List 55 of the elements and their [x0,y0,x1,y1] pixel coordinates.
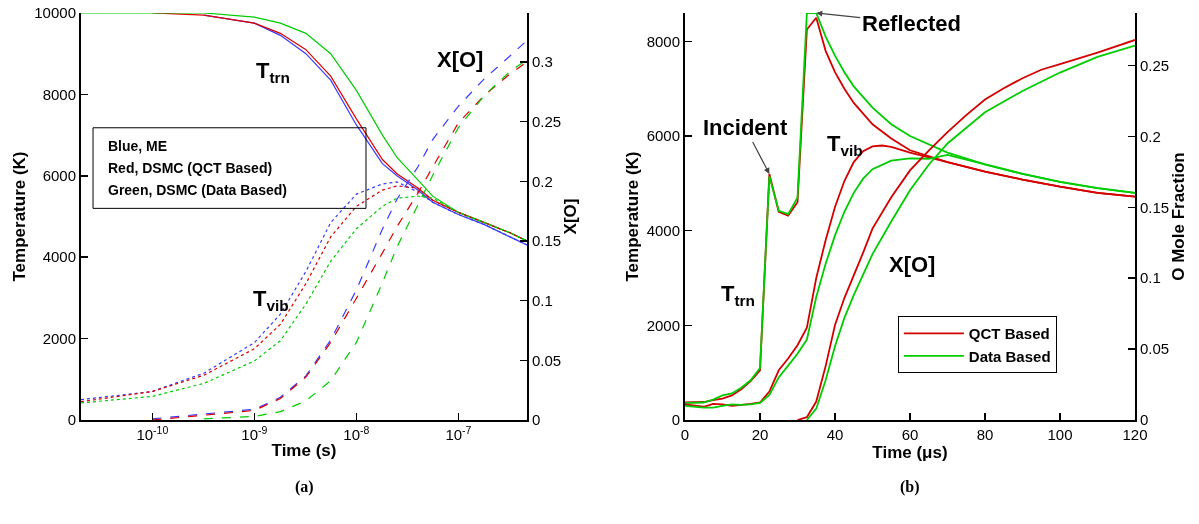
y2-tick-label: 0.2 [1140,127,1161,145]
y2-tick-label: 0.1 [532,291,553,309]
y-tick-label: 0 [67,411,76,429]
y-tick-label: 6000 [646,127,680,145]
y2-tick-label: 0.2 [532,172,553,190]
x-axis-title: Time (s) [271,440,337,460]
x-tick-label: 10$^{-7}$ [445,423,472,443]
x-axis-title: Time (μs) [872,443,948,462]
annotation: Red, DSMC (QCT Based) [108,160,273,176]
y2-tick-label: 0.25 [532,112,562,130]
y-tick-label: 4000 [42,248,76,266]
y-axis-title: Temperature (K) [10,151,30,282]
x-tick-label: 10$^{-9}$ [241,423,268,443]
annotation: Blue, ME [108,138,168,154]
y-tick-label: 6000 [42,167,76,185]
y-tick-label: 10000 [34,4,76,22]
annotation: T$_{trn}$ [256,58,290,86]
y2-tick-label: 0.3 [532,53,553,71]
y2-axis-title: O Mole Fraction [1169,152,1189,281]
annotation: X[O] [437,47,484,72]
text: (b) [900,478,920,496]
x-tick-label: 80 [976,426,994,443]
annotation: Green, DSMC (Data Based) [108,182,287,198]
y2-tick-label: 0.15 [532,232,562,250]
x-tick-label: 10$^{-10}$ [136,423,169,443]
annotation: Reflected [862,11,962,36]
annotation: X[O] [889,252,936,277]
y2-tick-label: 0.15 [1140,198,1170,216]
text: (a) [295,478,314,496]
y-tick-label: 2000 [42,329,76,347]
legend-label: Data Based [968,347,1051,365]
y2-tick-label: 0.05 [532,351,562,369]
x-tick-label: 120 [1122,426,1148,443]
x-tick-label: 60 [901,426,919,443]
y-tick-label: 8000 [42,85,76,103]
annotation: T$_{trn}$ [721,281,755,309]
y2-tick-label: 0 [532,411,541,429]
x-tick-label: 100 [1047,426,1073,443]
y2-axis-title: X[O] [561,198,581,235]
y2-tick-label: 0.25 [1140,56,1170,74]
annotation: Incident [703,115,789,140]
y2-tick-label: 0.05 [1140,340,1170,358]
annotation: T$_{vib}$ [253,286,289,314]
y2-tick-label: 0.1 [1140,269,1161,287]
x-tick-label: 20 [751,426,769,443]
y-tick-label: 8000 [646,32,680,50]
x-tick-label: 10$^{-8}$ [343,423,370,443]
legend-label: QCT Based [968,325,1050,343]
y-tick-label: 4000 [646,221,680,239]
y2-tick-label: 0 [1140,411,1149,429]
y-axis-title: Temperature (K) [622,151,642,282]
annotation: T$_{vib}$ [827,131,863,159]
x-tick-label: 40 [826,426,844,443]
y-tick-label: 0 [671,411,680,429]
y-tick-label: 2000 [646,316,680,334]
